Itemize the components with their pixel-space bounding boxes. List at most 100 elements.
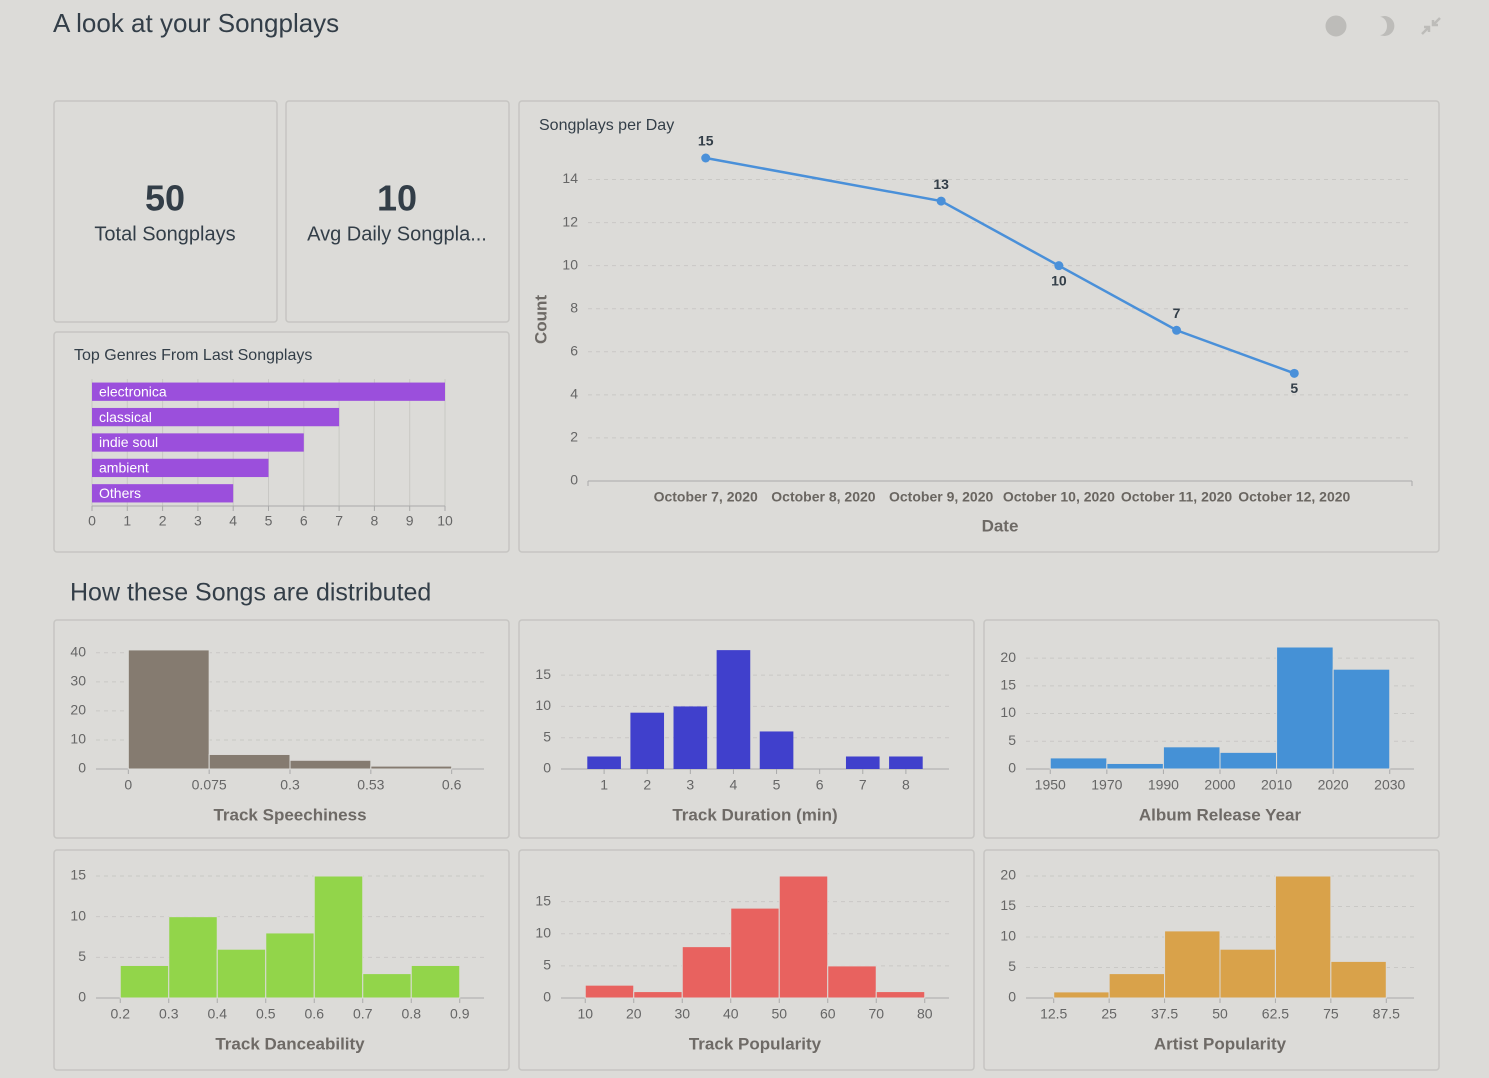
- histogram-bar: [1164, 930, 1221, 999]
- y-tick-label: 30: [70, 673, 86, 689]
- x-tick-label: 0.3: [280, 777, 300, 793]
- y-tick-label: 0: [1008, 760, 1016, 776]
- x-axis-label: Album Release Year: [1139, 805, 1302, 824]
- x-tick-label: 1950: [1035, 777, 1066, 793]
- x-tick-label: 20: [626, 1006, 642, 1022]
- x-tick-label: 2030: [1374, 777, 1405, 793]
- x-tick-label: 0.5: [256, 1006, 276, 1022]
- x-tick-label: 0.4: [208, 1006, 228, 1022]
- x-tick-label: October 10, 2020: [1003, 489, 1115, 505]
- y-tick-label: 10: [535, 697, 551, 713]
- histogram-bar: [370, 765, 453, 770]
- x-tick-label: 0.9: [450, 1006, 470, 1022]
- x-tick-label: 2000: [1204, 777, 1235, 793]
- y-tick-label: 10: [1000, 928, 1016, 944]
- x-tick-label: 70: [868, 1006, 884, 1022]
- histogram-bar: [1219, 751, 1278, 770]
- point: [1172, 325, 1182, 335]
- y-tick-label: 5: [543, 728, 551, 744]
- y-tick-label: 5: [1008, 958, 1016, 974]
- histogram-bar: [827, 965, 877, 999]
- histogram-bar: [875, 991, 926, 999]
- y-tick-label: 6: [570, 343, 578, 359]
- bar: [673, 706, 708, 769]
- y-tick-label: 20: [1000, 649, 1016, 665]
- bar: [630, 712, 665, 769]
- point: [936, 196, 946, 206]
- bar-label: Others: [99, 485, 141, 501]
- x-tick-label: October 7, 2020: [654, 489, 758, 505]
- x-tick-label: October 8, 2020: [771, 489, 875, 505]
- x-axis-label: Track Popularity: [689, 1034, 822, 1053]
- bar: [92, 407, 340, 427]
- bar-label: classical: [99, 409, 152, 425]
- x-tick-label: 0.2: [111, 1006, 131, 1022]
- x-axis-label: Track Danceability: [215, 1034, 365, 1053]
- x-tick-label: 2: [159, 513, 167, 529]
- x-tick-label: 5: [265, 513, 273, 529]
- chart-title: Top Genres From Last Songplays: [74, 347, 312, 364]
- y-tick-label: 15: [1000, 897, 1016, 913]
- section-title: How these Songs are distributed: [70, 579, 431, 607]
- data-label: 7: [1173, 305, 1181, 321]
- x-tick-label: 2020: [1318, 777, 1349, 793]
- histogram-bar: [681, 946, 732, 999]
- bar: [92, 433, 304, 452]
- x-tick-label: 1: [123, 513, 131, 529]
- y-tick-label: 4: [570, 386, 578, 402]
- x-tick-label: 80: [917, 1006, 933, 1022]
- x-tick-label: 5: [773, 777, 781, 793]
- kpi-value: 10: [377, 178, 417, 219]
- point: [1054, 261, 1064, 271]
- histogram-bar: [168, 916, 218, 999]
- bar: [587, 756, 621, 769]
- x-tick-label: 50: [1212, 1006, 1228, 1022]
- x-axis-label: Track Speechiness: [213, 805, 366, 824]
- y-tick-label: 20: [1000, 867, 1016, 883]
- y-tick-label: 20: [70, 702, 86, 718]
- collapse-icon[interactable]: [1421, 17, 1441, 35]
- data-label: 5: [1290, 380, 1298, 396]
- y-tick-label: 15: [535, 892, 551, 908]
- x-tick-label: 6: [816, 777, 824, 793]
- x-tick-label: 0: [124, 777, 132, 793]
- histogram-bar: [362, 973, 412, 999]
- x-tick-label: 1970: [1091, 777, 1122, 793]
- y-tick-label: 14: [562, 170, 578, 186]
- y-tick-label: 8: [570, 299, 578, 315]
- histogram-bar: [208, 753, 291, 770]
- y-axis-label: Count: [531, 295, 550, 344]
- histogram-bar: [584, 984, 635, 999]
- y-tick-label: 0: [570, 472, 578, 488]
- clock-icon[interactable]: [1325, 15, 1347, 37]
- bar: [889, 756, 923, 769]
- moon-icon[interactable]: [1380, 16, 1395, 36]
- y-tick-label: 40: [70, 644, 86, 660]
- histogram-bar: [730, 907, 780, 999]
- y-tick-label: 12: [562, 213, 578, 229]
- histogram-bar: [265, 932, 315, 999]
- bar-label: electronica: [99, 383, 167, 399]
- y-tick-label: 0: [543, 989, 551, 1005]
- x-tick-label: 8: [371, 513, 379, 529]
- x-tick-label: 10: [437, 513, 453, 529]
- x-tick-label: 37.5: [1151, 1006, 1178, 1022]
- histogram-bar: [289, 759, 372, 770]
- x-tick-label: 75: [1323, 1006, 1339, 1022]
- x-tick-label: 12.5: [1040, 1006, 1067, 1022]
- histogram-bar: [410, 964, 461, 999]
- histogram-bar: [1106, 762, 1164, 770]
- histogram-bar: [1276, 646, 1334, 770]
- x-tick-label: 2010: [1261, 777, 1292, 793]
- x-axis-label: Track Duration (min): [672, 805, 837, 824]
- x-tick-label: 0.53: [357, 777, 384, 793]
- x-axis-label: Artist Popularity: [1154, 1034, 1287, 1053]
- y-tick-label: 0: [1008, 989, 1016, 1005]
- x-tick-label: 10: [577, 1006, 593, 1022]
- x-tick-label: 62.5: [1262, 1006, 1289, 1022]
- x-tick-label: October 11, 2020: [1121, 489, 1233, 505]
- kpi-card: [285, 100, 510, 323]
- data-label: 15: [698, 133, 714, 149]
- y-tick-label: 15: [1000, 677, 1016, 693]
